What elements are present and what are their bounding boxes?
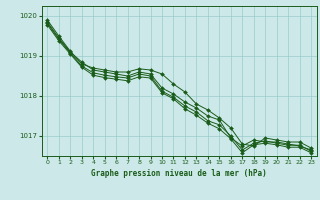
X-axis label: Graphe pression niveau de la mer (hPa): Graphe pression niveau de la mer (hPa) xyxy=(91,169,267,178)
